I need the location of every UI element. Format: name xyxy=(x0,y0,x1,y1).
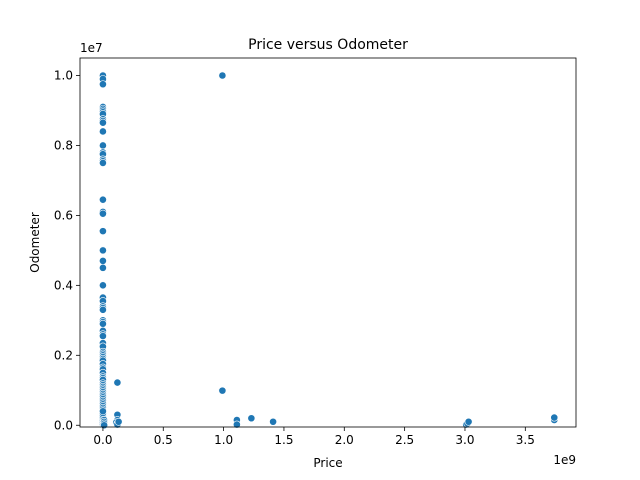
data-point xyxy=(99,195,107,204)
plot-area xyxy=(80,58,576,427)
data-point xyxy=(99,263,107,272)
data-point xyxy=(99,246,107,255)
y-tick-label: 0.6 xyxy=(54,208,73,222)
x-tick-label: 1.5 xyxy=(274,433,293,447)
data-point xyxy=(218,71,227,80)
data-point xyxy=(99,407,107,416)
chart-title: Price versus Odometer xyxy=(248,37,408,53)
plot-frame xyxy=(79,57,577,428)
y-tick-label: 1.0 xyxy=(54,68,73,82)
data-point xyxy=(232,420,241,429)
x-axis-label: Price xyxy=(313,456,342,470)
y-tick-label: 0.2 xyxy=(54,348,73,362)
x-tick-label: 3.0 xyxy=(455,433,474,447)
data-point xyxy=(99,80,107,89)
data-point xyxy=(99,319,107,328)
y-tick-label: 0.8 xyxy=(54,138,73,152)
x-tick-label: 0.5 xyxy=(154,433,173,447)
data-point xyxy=(99,256,107,265)
data-points xyxy=(99,71,559,430)
y-offset-label: 1e7 xyxy=(80,41,103,55)
y-tick-label: 0.0 xyxy=(54,418,73,432)
y-tick-label: 0.4 xyxy=(54,278,73,292)
data-point xyxy=(99,332,107,340)
data-point xyxy=(247,414,256,423)
data-point xyxy=(99,305,107,314)
data-point xyxy=(99,141,107,150)
data-point xyxy=(99,159,107,167)
x-tick-label: 1.0 xyxy=(214,433,233,447)
data-point xyxy=(550,413,559,422)
data-point xyxy=(218,386,227,395)
data-point xyxy=(99,118,107,127)
y-axis-label: Odometer xyxy=(28,212,42,273)
data-point xyxy=(269,417,277,426)
data-point xyxy=(464,417,473,426)
data-point xyxy=(100,421,109,430)
x-tick-label: 0.0 xyxy=(93,433,112,447)
x-tick-label: 3.5 xyxy=(516,433,535,447)
x-offset-label: 1e9 xyxy=(553,453,576,467)
data-point xyxy=(99,227,107,236)
x-tick-label: 2.5 xyxy=(395,433,414,447)
data-point xyxy=(113,378,122,387)
axis-ticks: 0.0 0.5 1.0 1.5 2.0 2.5 3.0 3.5 0.0 0.2 0.4 0.6 0.8 1… xyxy=(54,68,535,447)
data-point xyxy=(114,417,123,426)
data-point xyxy=(99,127,107,136)
x-tick-label: 2.0 xyxy=(335,433,354,447)
data-point xyxy=(99,281,107,290)
data-point xyxy=(99,209,107,218)
